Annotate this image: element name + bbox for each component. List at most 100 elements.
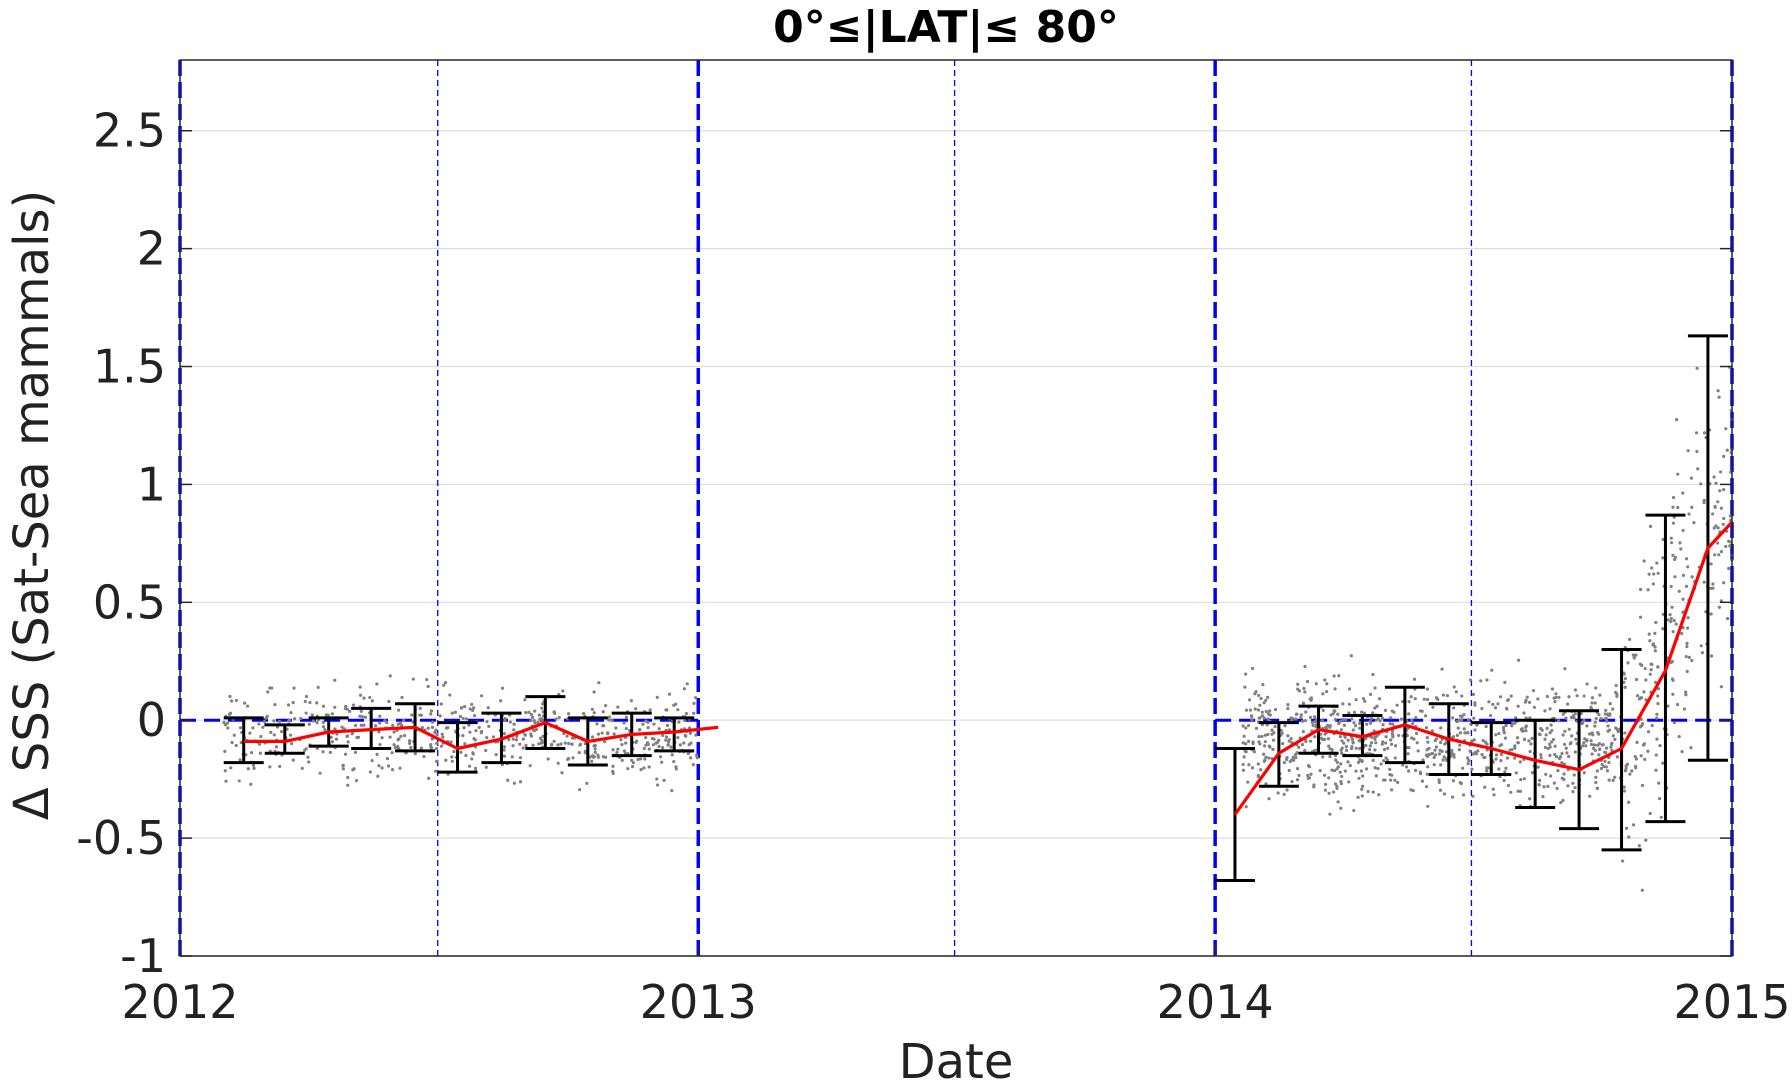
- scatter-point: [1669, 616, 1673, 621]
- scatter-point: [370, 699, 374, 703]
- scatter-point: [1381, 723, 1385, 727]
- scatter-point: [1271, 738, 1276, 742]
- scatter-point: [1640, 888, 1644, 892]
- scatter-point: [232, 733, 236, 737]
- scatter-point: [1425, 748, 1429, 752]
- scatter-point: [1516, 741, 1520, 745]
- scatter-point: [229, 766, 233, 770]
- scatter-point: [1413, 768, 1418, 773]
- scatter-point: [292, 686, 296, 690]
- scatter-point: [1727, 566, 1731, 571]
- scatter-point: [583, 751, 587, 755]
- scatter-point: [1371, 672, 1375, 677]
- scatter-point: [1717, 553, 1721, 557]
- scatter-point: [494, 753, 498, 757]
- scatter-point: [1441, 758, 1445, 762]
- scatter-point: [1677, 734, 1681, 739]
- scatter-point: [420, 726, 424, 730]
- scatter-point: [695, 753, 699, 758]
- scatter-point: [657, 744, 661, 749]
- scatter-point: [1304, 738, 1308, 743]
- scatter-point: [1247, 739, 1251, 743]
- scatter-point: [1513, 746, 1517, 750]
- scatter-point: [1666, 704, 1670, 708]
- scatter-point: [252, 766, 256, 770]
- scatter-point: [1373, 735, 1377, 739]
- scatter-point: [261, 725, 265, 729]
- scatter-point: [1458, 731, 1462, 735]
- scatter-point: [592, 744, 596, 748]
- scatter-point: [1375, 704, 1379, 708]
- scatter-point: [1368, 748, 1372, 752]
- scatter-point: [377, 764, 381, 768]
- scatter-point: [1609, 745, 1613, 749]
- scatter-point: [392, 730, 396, 734]
- mean-line: [243, 720, 719, 751]
- scatter-point: [368, 770, 372, 774]
- scatter-point: [1670, 605, 1674, 609]
- scatter-point: [408, 741, 412, 745]
- scatter-point: [1440, 749, 1444, 753]
- scatter-point: [1320, 719, 1324, 723]
- scatter-point: [315, 701, 319, 705]
- scatter-point: [1590, 701, 1594, 705]
- scatter-point: [1339, 780, 1343, 784]
- scatter-point: [1655, 737, 1659, 741]
- scatter-point: [1646, 749, 1650, 753]
- scatter-point: [1311, 723, 1315, 728]
- scatter-point: [1719, 685, 1723, 689]
- scatter-point: [1279, 728, 1283, 732]
- scatter-point: [341, 767, 345, 771]
- scatter-point: [353, 723, 358, 728]
- scatter-point: [1370, 735, 1374, 739]
- scatter-point: [570, 736, 574, 740]
- scatter-point: [1433, 738, 1437, 743]
- scatter-point: [1331, 712, 1335, 716]
- scatter-point: [1676, 505, 1680, 510]
- scatter-point: [1597, 713, 1601, 717]
- scatter-point: [396, 722, 400, 726]
- scatter-point: [1686, 626, 1690, 630]
- scatter-point: [596, 753, 600, 757]
- scatter-point: [1242, 734, 1246, 738]
- scatter-point: [1390, 773, 1394, 777]
- scatter-point: [1258, 703, 1262, 707]
- scatter-point: [602, 724, 606, 728]
- scatter-point: [1548, 742, 1552, 746]
- scatter-point: [370, 758, 374, 763]
- scatter-point: [1327, 744, 1331, 748]
- scatter-point: [351, 703, 356, 707]
- scatter-point: [1679, 547, 1683, 551]
- scatter-point: [692, 711, 696, 715]
- scatter-point: [1379, 762, 1383, 766]
- scatter-point: [375, 682, 379, 686]
- scatter-point: [1323, 788, 1327, 792]
- scatter-point: [333, 727, 337, 731]
- scatter-point: [540, 738, 544, 742]
- plot-area-frame: [179, 59, 1733, 957]
- scatter-point: [694, 733, 698, 737]
- scatter-point: [1393, 756, 1397, 760]
- scatter-point: [1244, 708, 1249, 712]
- scatter-point: [427, 776, 431, 780]
- scatter-point: [1340, 751, 1344, 755]
- scatter-point: [1472, 716, 1476, 720]
- scatter-point: [1338, 735, 1342, 739]
- scatter-point: [1557, 695, 1561, 699]
- scatter-point: [1442, 792, 1447, 796]
- y-tick-label: 1: [137, 457, 166, 511]
- scatter-point: [1450, 748, 1454, 752]
- scatter-point: [318, 771, 322, 775]
- scatter-point: [1461, 766, 1465, 770]
- scatter-point: [479, 694, 484, 698]
- scatter-point: [1613, 775, 1617, 779]
- scatter-point: [1407, 700, 1411, 704]
- scatter-point: [449, 740, 453, 744]
- scatter-point: [1728, 514, 1732, 518]
- scatter-point: [1684, 654, 1688, 659]
- scatter-point: [398, 766, 402, 770]
- scatter-point: [1360, 794, 1364, 798]
- scatter-point: [1522, 777, 1526, 781]
- scatter-point: [461, 733, 465, 738]
- scatter-point: [1483, 785, 1487, 789]
